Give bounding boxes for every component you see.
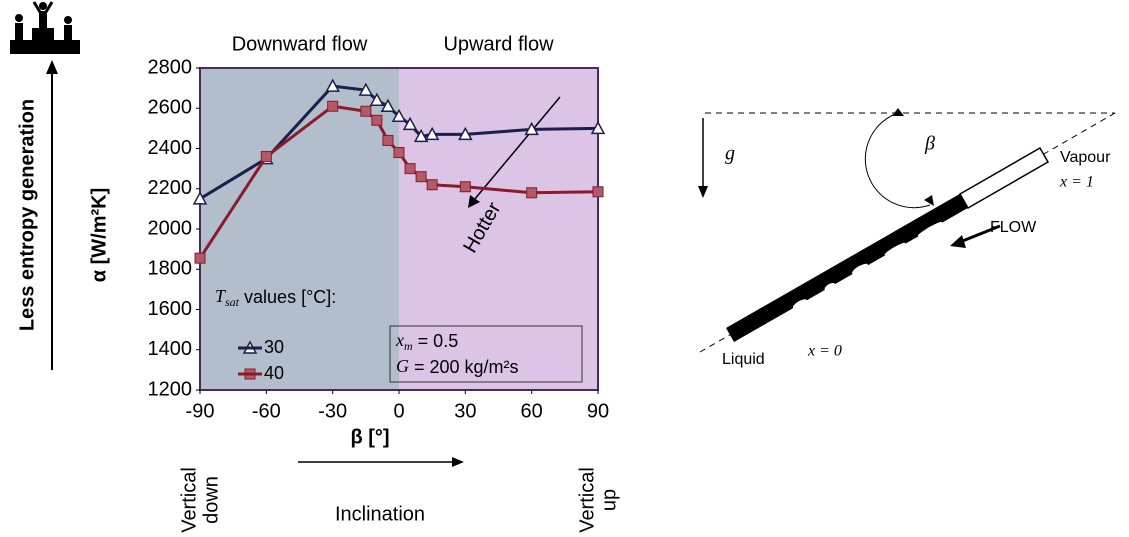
legend-label: 30 [264, 337, 284, 357]
liquid-label: Liquid [722, 351, 765, 368]
marker-square [194, 252, 206, 264]
y-tick-label: 2000 [148, 217, 193, 239]
side-label: Less entropy generation [16, 99, 38, 331]
text-part: x [395, 330, 404, 350]
marker-square [327, 100, 339, 112]
x-tick-label: 90 [587, 400, 609, 422]
region-upward [399, 68, 598, 390]
region-label: Upward flow [443, 33, 554, 55]
marker-triangle [325, 78, 340, 92]
x-tick-label: -30 [318, 400, 347, 422]
text-part: m [404, 339, 413, 353]
x-tick-label: -90 [186, 400, 215, 422]
y-tick-label: 1200 [148, 378, 193, 400]
marker-square [592, 186, 604, 198]
y-tick-label: 1600 [148, 298, 193, 320]
x-tick-label: 60 [521, 400, 543, 422]
marker-square [371, 114, 383, 126]
annotation-box [389, 325, 583, 383]
text-part: = 200 kg/m²s [409, 357, 519, 377]
x-end-label: Vertical [576, 467, 598, 533]
region-label: Downward flow [232, 33, 368, 55]
inclined-tube-diagram [698, 108, 1116, 353]
marker-square [260, 151, 272, 163]
x-end-label: down [200, 476, 222, 524]
marker-triangle [358, 82, 374, 96]
marker-triangle [402, 116, 418, 131]
annotation-line: xm = 0.5 [395, 330, 458, 353]
y-tick-label: 1800 [148, 258, 193, 280]
marker-square [426, 179, 438, 191]
marker-triangle [369, 92, 385, 106]
marker-square [459, 181, 471, 193]
legend-title: Tsat values [°C]: [215, 286, 336, 309]
x-end-label: up [598, 489, 620, 511]
marker-triangle [192, 191, 208, 205]
marker-triangle [524, 121, 539, 136]
gravity-label: g [725, 143, 735, 165]
marker-square [404, 163, 416, 175]
x0-label: x = 0 [807, 343, 842, 360]
marker-triangle [424, 126, 440, 141]
vapour-label: Vapour [1060, 149, 1111, 166]
legend-label: 40 [264, 363, 284, 383]
x-tick-label: -60 [252, 400, 281, 422]
marker-triangle [380, 98, 396, 112]
x-tick-label: 0 [393, 400, 404, 422]
x-arrow-label: Inclination [335, 503, 425, 525]
x1-label: x = 1 [1059, 174, 1094, 191]
text-part: = 0.5 [413, 331, 459, 351]
marker-triangle [458, 126, 473, 141]
marker-triangle [413, 128, 429, 143]
y-tick-label: 2800 [148, 56, 193, 78]
marker-square [360, 105, 372, 117]
angle-label: β [924, 133, 935, 155]
y-tick-label: 2400 [148, 137, 193, 159]
podium-icon [10, 1, 80, 54]
text-part: G [396, 356, 409, 376]
y-tick-label: 1400 [148, 338, 193, 360]
text-part: T [215, 286, 227, 306]
marker-square [415, 171, 427, 183]
trend-arrow [473, 96, 561, 201]
x-tick-label: 30 [454, 400, 476, 422]
y-axis-label: α [W/m²K] [88, 188, 110, 283]
marker-square [382, 134, 394, 146]
x-end-label: Vertical [178, 467, 200, 533]
flow-label: FLOW [990, 219, 1037, 236]
text-part: sat [225, 295, 240, 309]
marker-triangle [590, 120, 606, 135]
y-tick-label: 2200 [148, 177, 193, 199]
side-arrow [46, 60, 58, 370]
trend-arrowhead [468, 195, 480, 208]
marker-square [526, 187, 538, 199]
x-axis-label: β [°] [350, 426, 389, 448]
marker-square [393, 147, 405, 159]
annotation-line: G = 200 kg/m²s [396, 356, 519, 377]
y-tick-label: 2600 [148, 97, 193, 119]
marker-triangle [391, 108, 407, 123]
text-part: values [°C]: [239, 287, 336, 307]
inclination-arrow [298, 457, 464, 467]
